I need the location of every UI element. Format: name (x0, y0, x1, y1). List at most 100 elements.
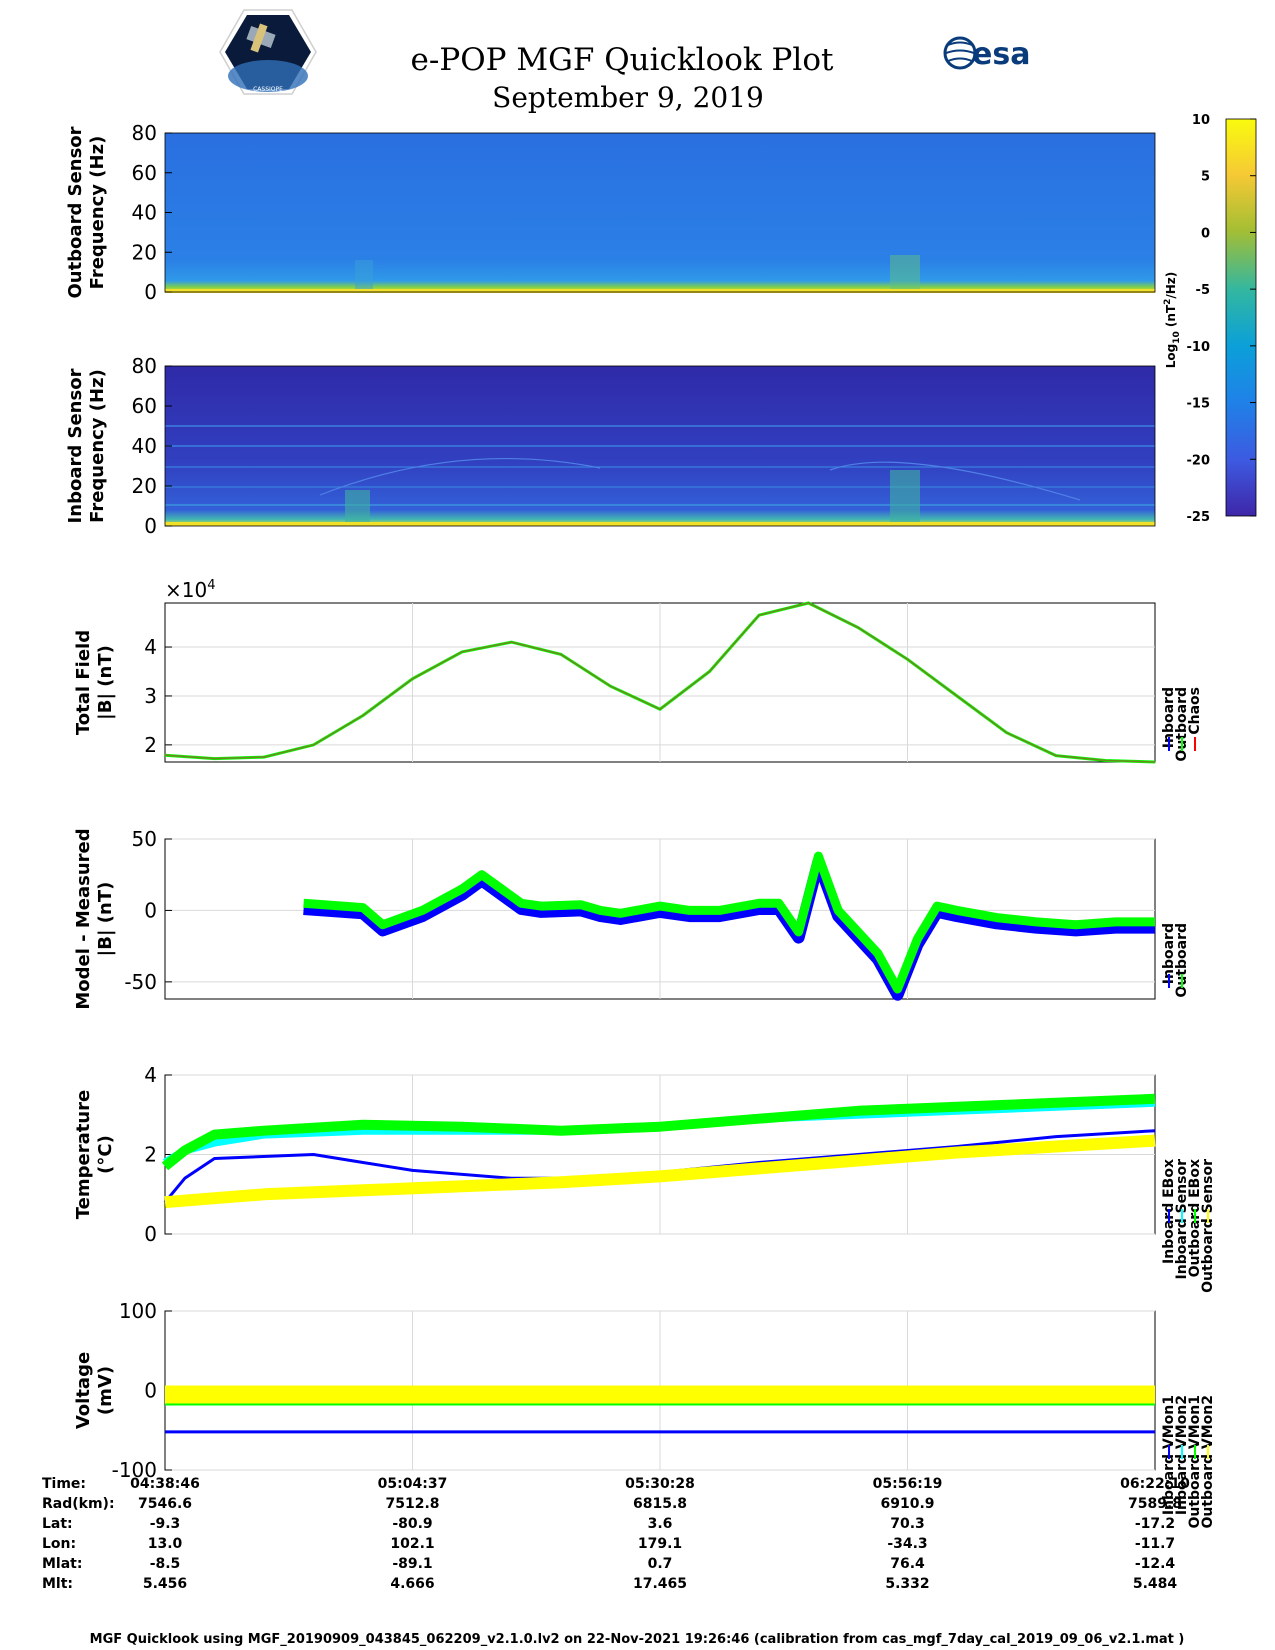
y-tick-label: 20 (132, 474, 157, 498)
data-point (362, 714, 364, 717)
esa-logo: esa (943, 36, 1030, 72)
header: CASSIOPE e-POP MGF Quicklook Plot Septem… (219, 9, 1030, 114)
table-row-label: Mlat: (42, 1556, 82, 1572)
table-cell: 6910.9 (880, 1496, 934, 1512)
table-cell: 04:38:46 (130, 1476, 200, 1492)
y-tick-label: -100 (112, 1458, 157, 1482)
table-cell: 5.332 (885, 1576, 929, 1592)
y-tick-label: 20 (132, 240, 157, 264)
y-axis-label: Voltage (73, 1352, 94, 1429)
data-point (1005, 731, 1008, 734)
y-tick-label: 2 (144, 1143, 157, 1167)
data-point (560, 653, 562, 656)
colorbar-tick-label: -10 (1187, 340, 1211, 355)
y-tick-label: 60 (132, 394, 157, 418)
y-tick-label: 50 (132, 827, 157, 851)
y-axis-label: (mV) (95, 1366, 116, 1415)
cassiope-logo: CASSIOPE (219, 9, 317, 95)
outboard-spectrogram-axes: 0 20 40 60 80 Outboard Sensor Frequency (Hz) (65, 121, 1156, 304)
table-cell: -17.2 (1135, 1516, 1175, 1532)
y-axis-label: Inboard Sensor (65, 368, 86, 523)
table-cell: 4.666 (390, 1576, 434, 1592)
y-tick-label: 4 (144, 635, 157, 659)
legend-label: Outboard (1174, 923, 1190, 998)
esa-logo-text: esa (972, 37, 1030, 72)
table-cell: 5.484 (1133, 1576, 1178, 1592)
legend-label: Chaos (1187, 687, 1203, 735)
y-tick-label: 0 (144, 1379, 157, 1403)
data-point (1055, 754, 1057, 757)
table-cell: 7512.8 (385, 1496, 439, 1512)
data-point (312, 744, 315, 746)
table-cell: 102.1 (390, 1536, 434, 1552)
y-tick-label: 4 (144, 1063, 157, 1087)
colorbar-tick-label: 5 (1201, 170, 1210, 185)
data-point (758, 614, 760, 617)
data-point (164, 754, 166, 756)
data-point (857, 626, 859, 629)
data-point (263, 756, 265, 758)
y-tick-label: 0 (144, 514, 157, 538)
table-row-label: Time: (42, 1476, 86, 1492)
y-tick-label: 80 (132, 121, 157, 145)
outboard-spectrogram (165, 133, 1155, 293)
footer-note: MGF Quicklook using MGF_20190909_043845_… (90, 1632, 1185, 1647)
y-axis-label: Frequency (Hz) (87, 369, 108, 523)
y-tick-label: 3 (144, 684, 157, 708)
ephemeris-table: Time: Rad(km): Lat: Lon: Mlat: Mlt: 04:38:46 75… (42, 1476, 1190, 1592)
data-point (411, 678, 414, 680)
data-point (906, 658, 909, 661)
total-field-axes: 2 3 4 Total Field |B| (nT) ×104 InboardOutboar… (73, 578, 1203, 764)
table-cell: -80.9 (392, 1516, 432, 1532)
table-cell: 7589.8 (1128, 1496, 1182, 1512)
table-cell: 13.0 (148, 1536, 183, 1552)
table-cell: 70.3 (890, 1516, 925, 1532)
data-point (510, 641, 513, 643)
y-axis-label: Temperature (73, 1090, 94, 1219)
colorbar-tick-label: -25 (1187, 510, 1211, 525)
colorbar-tick-label: -15 (1187, 397, 1211, 412)
y-axis-label: (°C) (95, 1135, 116, 1174)
outboard-line (303, 851, 1155, 994)
table-row-label: Rad(km): (42, 1496, 115, 1512)
y-tick-label: 40 (132, 434, 157, 458)
table-cell: -34.3 (887, 1536, 927, 1552)
y-tick-label: 0 (144, 898, 157, 922)
table-cell: -9.3 (150, 1516, 181, 1532)
table-cell: 0.7 (648, 1556, 673, 1572)
table-cell: 179.1 (638, 1536, 682, 1552)
table-cell: 5.456 (143, 1576, 187, 1592)
inboard-line (303, 855, 1155, 1001)
data-point (213, 757, 216, 760)
legend-label: Inboard (1161, 923, 1177, 984)
y-tick-label: 40 (132, 201, 157, 225)
data-point (807, 602, 810, 604)
y-tick-label: 100 (119, 1299, 157, 1323)
y-axis-label: Total Field (73, 630, 94, 735)
series-outboard-sensor (164, 1134, 1156, 1209)
y-tick-label: -50 (124, 970, 157, 994)
table-cell: -89.1 (392, 1556, 432, 1572)
inboard-spectrogram-axes: 0 20 40 60 80 Inboard Sensor Frequency (Hz) (65, 354, 1156, 538)
table-cell: 7546.6 (138, 1496, 192, 1512)
table-row-label: Lat: (42, 1516, 73, 1532)
legend-label: Outboard VMon1 (1187, 1395, 1203, 1529)
legend-label: Outboard VMon2 (1200, 1395, 1216, 1529)
legend-label: Outboard Sensor (1200, 1159, 1216, 1293)
table-cell: 3.6 (648, 1516, 673, 1532)
page-title: e-POP MGF Quicklook Plot (411, 42, 834, 78)
y-tick-label: 0 (144, 280, 157, 304)
table-row-label: Mlt: (42, 1576, 73, 1592)
y-axis-label: Outboard Sensor (65, 126, 86, 298)
data-point (956, 695, 958, 697)
inboard-spectrogram (165, 366, 1155, 526)
y-axis-label: Frequency (Hz) (87, 136, 108, 290)
table-cell: 76.4 (890, 1556, 925, 1572)
colorbar-label: Log10 (nT2/Hz) (1163, 272, 1182, 369)
table-cell: 17.465 (633, 1576, 687, 1592)
colorbar-tick-label: 10 (1192, 113, 1210, 128)
data-point (708, 670, 711, 673)
